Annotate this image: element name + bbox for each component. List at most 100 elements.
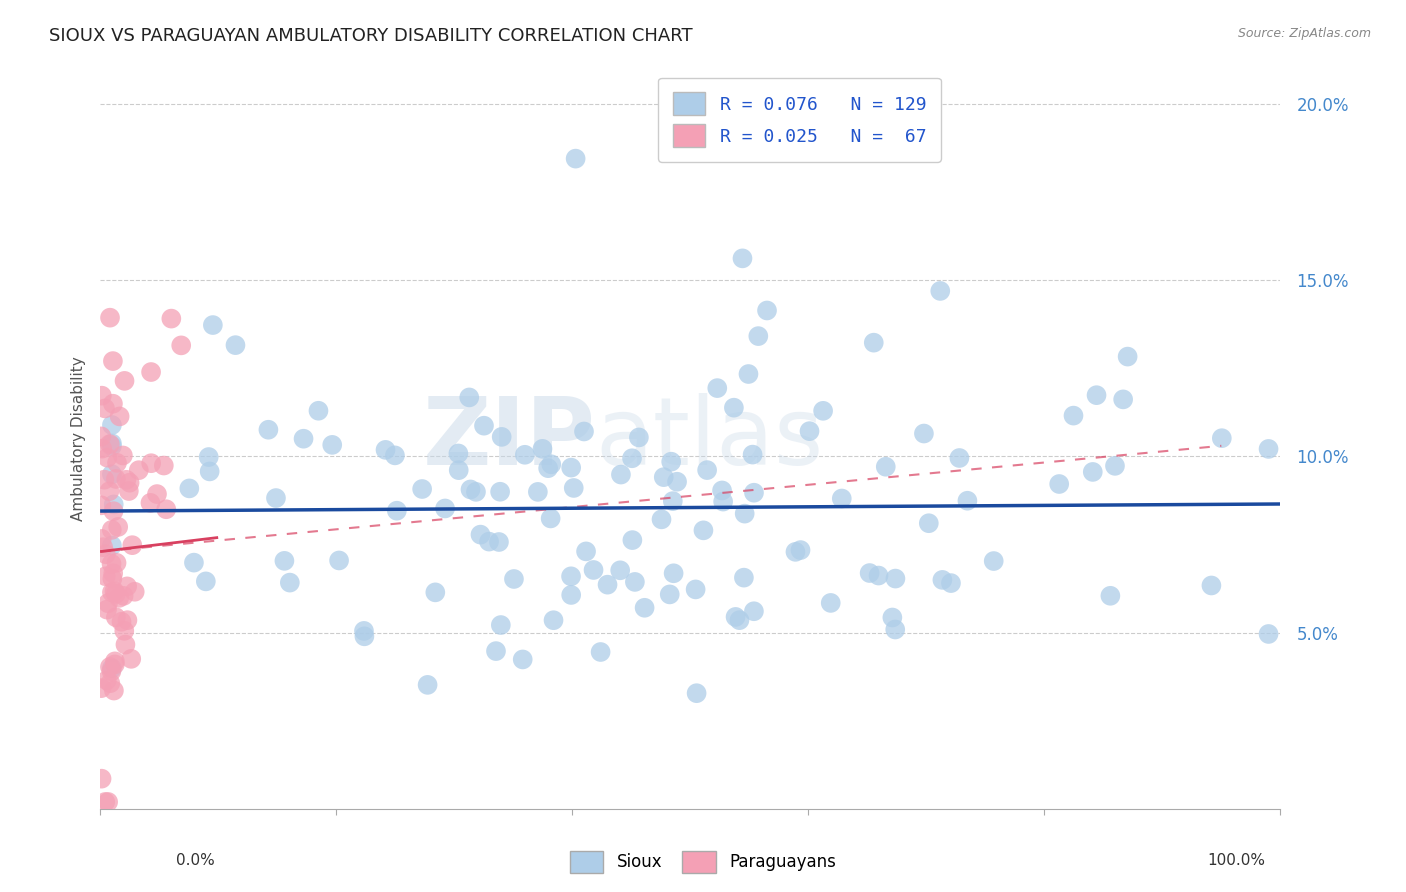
Point	[115, 579, 138, 593]
Point	[124, 584, 146, 599]
Point	[104, 472, 127, 486]
Point	[1081, 465, 1104, 479]
Point	[90, 429, 112, 443]
Point	[747, 329, 769, 343]
Point	[101, 439, 124, 453]
Point	[273, 554, 295, 568]
Point	[918, 516, 941, 531]
Point	[384, 449, 406, 463]
Point	[929, 284, 952, 298]
Point	[882, 610, 904, 624]
Point	[103, 683, 125, 698]
Point	[1211, 431, 1233, 445]
Point	[741, 448, 763, 462]
Point	[107, 520, 129, 534]
Point	[264, 491, 287, 505]
Point	[104, 654, 127, 668]
Point	[120, 652, 142, 666]
Point	[94, 547, 117, 561]
Point	[540, 458, 562, 472]
Point	[659, 455, 682, 469]
Point	[103, 566, 125, 581]
Point	[1257, 627, 1279, 641]
Point	[485, 644, 508, 658]
Point	[875, 459, 897, 474]
Point	[706, 381, 728, 395]
Point	[820, 596, 842, 610]
Point	[411, 482, 433, 496]
Point	[489, 484, 512, 499]
Point	[465, 484, 488, 499]
Point	[627, 430, 650, 444]
Point	[101, 354, 124, 368]
Point	[512, 652, 534, 666]
Point	[685, 582, 707, 597]
Point	[621, 451, 644, 466]
Point	[491, 430, 513, 444]
Point	[527, 484, 550, 499]
Point	[94, 569, 117, 583]
Point	[97, 795, 120, 809]
Point	[458, 391, 481, 405]
Text: Source: ZipAtlas.com: Source: ZipAtlas.com	[1237, 27, 1371, 40]
Point	[170, 338, 193, 352]
Point	[488, 535, 510, 549]
Point	[128, 463, 150, 477]
Point	[931, 573, 953, 587]
Point	[90, 772, 112, 786]
Point	[257, 423, 280, 437]
Point	[104, 587, 127, 601]
Point	[98, 660, 121, 674]
Point	[121, 538, 143, 552]
Point	[108, 591, 131, 605]
Point	[105, 456, 128, 470]
Point	[114, 638, 136, 652]
Point	[153, 458, 176, 473]
Point	[724, 610, 747, 624]
Point	[292, 432, 315, 446]
Point	[90, 681, 112, 695]
Point	[662, 566, 685, 581]
Point	[353, 629, 375, 643]
Point	[1047, 477, 1070, 491]
Point	[884, 572, 907, 586]
Point	[374, 442, 396, 457]
Point	[98, 310, 121, 325]
Point	[711, 494, 734, 508]
Point	[434, 501, 457, 516]
Point	[91, 442, 114, 456]
Point	[115, 473, 138, 487]
Point	[198, 464, 221, 478]
Point	[103, 584, 125, 599]
Point	[101, 572, 124, 586]
Point	[112, 589, 135, 603]
Point	[98, 484, 121, 499]
Point	[105, 556, 128, 570]
Point	[194, 574, 217, 589]
Point	[582, 563, 605, 577]
Point	[564, 152, 586, 166]
Point	[862, 335, 884, 350]
Point	[884, 623, 907, 637]
Point	[756, 303, 779, 318]
Point	[117, 613, 139, 627]
Point	[1116, 350, 1139, 364]
Point	[785, 545, 807, 559]
Point	[711, 483, 734, 498]
Point	[589, 645, 612, 659]
Point	[103, 497, 125, 511]
Point	[543, 613, 565, 627]
Point	[948, 450, 970, 465]
Point	[685, 686, 707, 700]
Point	[666, 475, 689, 489]
Point	[723, 401, 745, 415]
Point	[112, 624, 135, 638]
Point	[308, 403, 330, 417]
Point	[118, 483, 141, 498]
Point	[731, 252, 754, 266]
Point	[98, 437, 121, 451]
Point	[321, 438, 343, 452]
Point	[353, 624, 375, 638]
Point	[90, 498, 112, 512]
Point	[118, 475, 141, 490]
